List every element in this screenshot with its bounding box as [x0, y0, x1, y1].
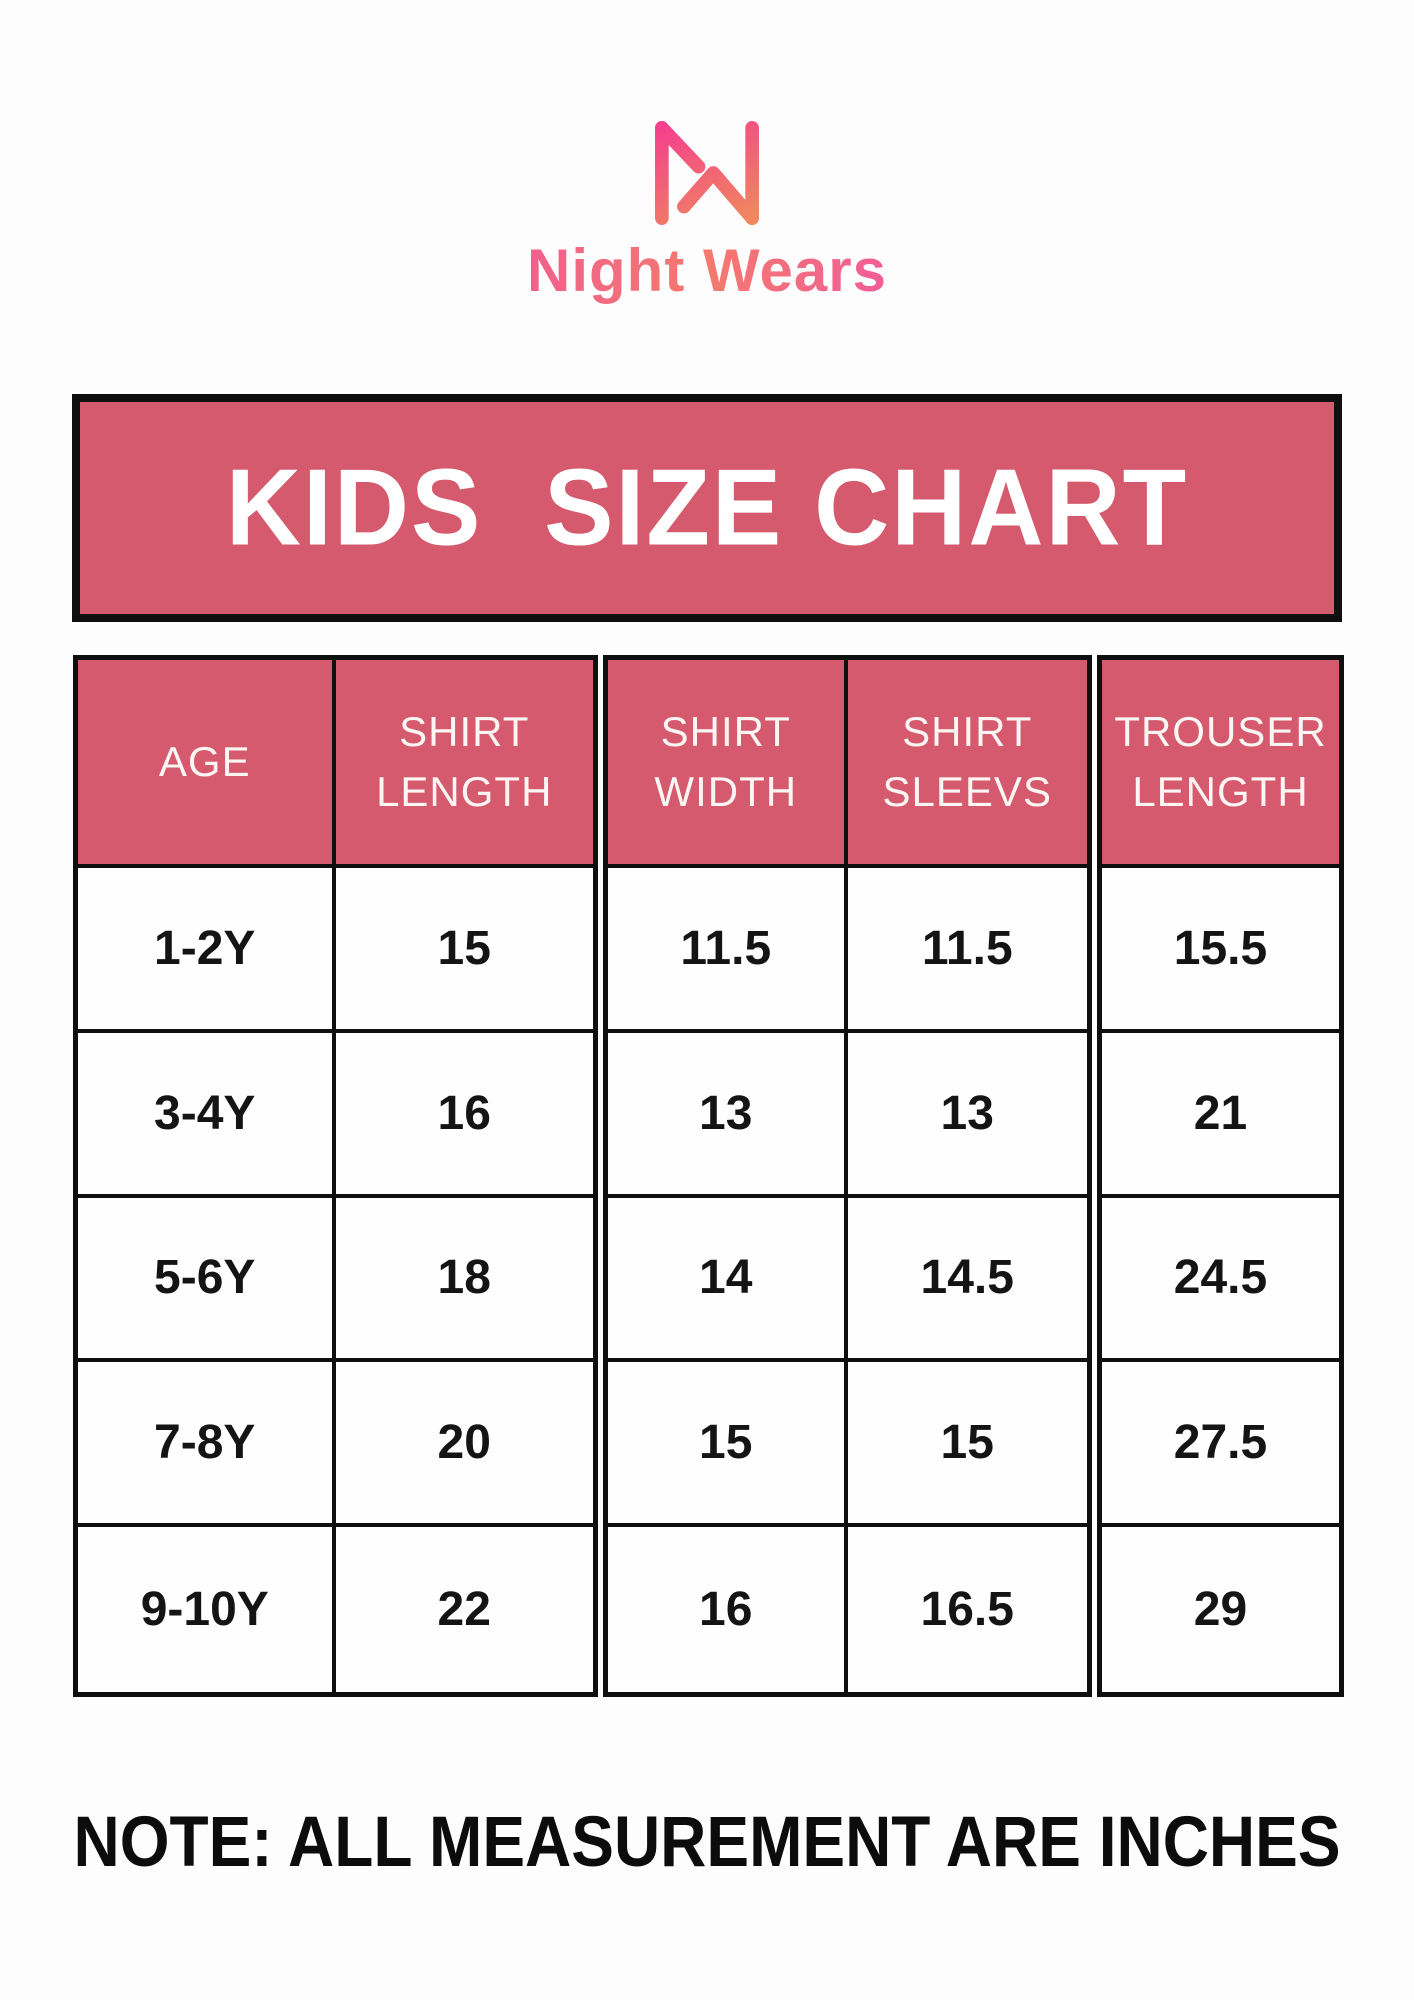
cell-shirt-width: 13	[608, 1032, 848, 1198]
column-header-age: AGE	[78, 660, 336, 868]
cell-shirt-sleeves: 16.5	[847, 1527, 1087, 1692]
column-header-shirt-width: SHIRT WIDTH	[608, 660, 848, 868]
cell-shirt-sleeves: 11.5	[847, 868, 1087, 1033]
cell-shirt-sleeves: 14.5	[847, 1197, 1087, 1363]
page-title: KIDS SIZE CHART	[225, 447, 1189, 568]
cell-shirt-length: 22	[335, 1527, 593, 1692]
cell-age: 1-2Y	[78, 868, 336, 1033]
cell-shirt-length: 20	[335, 1362, 593, 1528]
cell-shirt-width: 15	[608, 1362, 848, 1528]
column-header-trouser-length: TROUSER LENGTH	[1102, 660, 1339, 868]
cell-trouser-length: 24.5	[1102, 1197, 1339, 1363]
table-group-trouser-length: TROUSER LENGTH 15.5 21 24.5 27.5 29	[1097, 655, 1344, 1697]
cell-age: 7-8Y	[78, 1362, 336, 1528]
brand-logo: Night Wears	[0, 110, 1414, 305]
brand-name: Night Wears	[527, 237, 887, 304]
measurement-note: NOTE: ALL MEASUREMENT ARE INCHES	[73, 1801, 1341, 1882]
cell-trouser-length: 15.5	[1102, 868, 1339, 1033]
cell-shirt-width: 14	[608, 1197, 848, 1363]
table-group-age-shirt-length: AGE SHIRT LENGTH 1-2Y 15 3-4Y 16 5-6Y 18…	[73, 655, 598, 1697]
cell-shirt-length: 16	[335, 1032, 593, 1198]
cell-age: 5-6Y	[78, 1197, 336, 1363]
cell-age: 3-4Y	[78, 1032, 336, 1198]
column-header-shirt-sleeves: SHIRT SLEEVS	[847, 660, 1087, 868]
nw-monogram-icon	[655, 121, 759, 225]
cell-trouser-length: 27.5	[1102, 1362, 1339, 1528]
cell-shirt-sleeves: 15	[847, 1362, 1087, 1528]
cell-shirt-width: 16	[608, 1527, 848, 1692]
cell-shirt-length: 15	[335, 868, 593, 1033]
table-group-shirt-width-sleeves: SHIRT WIDTH SHIRT SLEEVS 11.5 11.5 13 13…	[603, 655, 1092, 1697]
cell-age: 9-10Y	[78, 1527, 336, 1692]
size-chart-title-banner: KIDS SIZE CHART	[72, 394, 1342, 622]
cell-trouser-length: 29	[1102, 1527, 1339, 1692]
cell-shirt-length: 18	[335, 1197, 593, 1363]
cell-trouser-length: 21	[1102, 1032, 1339, 1198]
size-chart-table: AGE SHIRT LENGTH 1-2Y 15 3-4Y 16 5-6Y 18…	[73, 655, 1344, 1697]
column-header-shirt-length: SHIRT LENGTH	[335, 660, 593, 868]
cell-shirt-sleeves: 13	[847, 1032, 1087, 1198]
cell-shirt-width: 11.5	[608, 868, 848, 1033]
